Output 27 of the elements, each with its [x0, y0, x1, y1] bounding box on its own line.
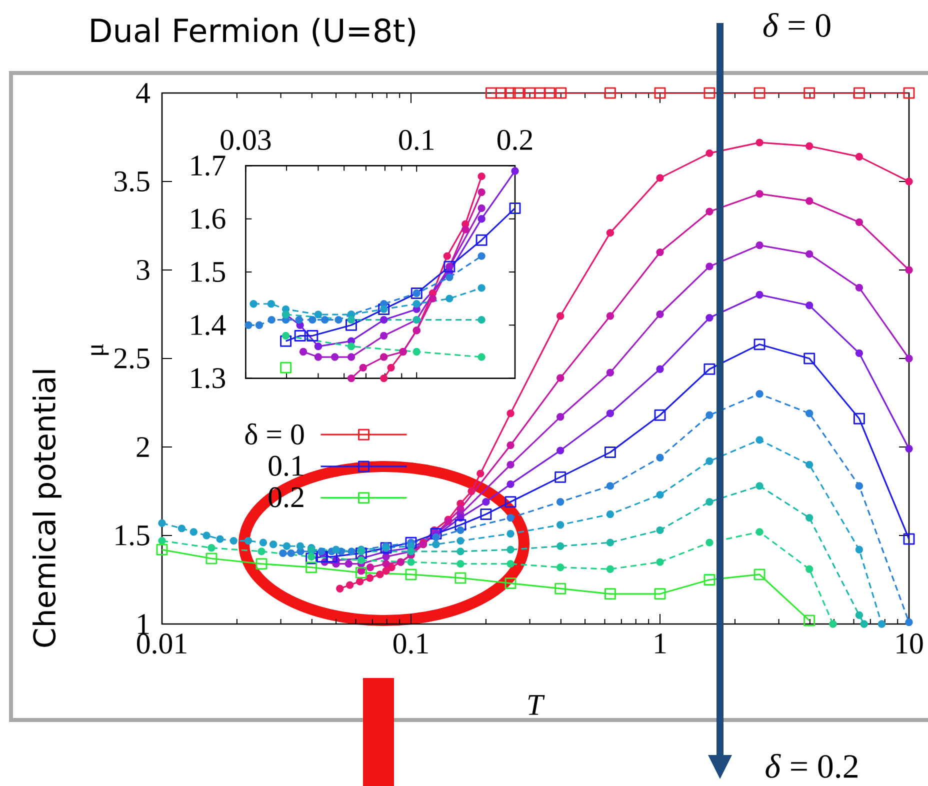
- chart-title: Dual Fermion (U=8t): [91, 18, 415, 46]
- y-tick-label: 3: [136, 260, 150, 280]
- y-tick-label: 2.5: [114, 348, 150, 369]
- y-axis-title: μ: [91, 344, 109, 355]
- x-tick-label: 1: [655, 634, 666, 654]
- y-tick-label: 1.4: [191, 315, 226, 336]
- x-tick-label: 0.1: [393, 634, 428, 654]
- x-tick-label: 0.2: [497, 130, 532, 150]
- text: Chemical potential: [32, 370, 62, 647]
- y-tick-label: 1: [138, 614, 149, 634]
- y-tick-label: 3.5: [114, 171, 150, 192]
- y-tick-label: 1.3: [191, 368, 226, 388]
- text: δ = 0.2: [766, 754, 858, 778]
- legend-label: δ = 0: [245, 423, 304, 445]
- x-tick-label: 0.1: [399, 130, 434, 150]
- x-tick-label: 10: [896, 634, 923, 654]
- x-tick-label: 0.03: [220, 130, 271, 150]
- y-tick-label: 2: [136, 437, 149, 457]
- y-tick-label: 4: [136, 83, 150, 103]
- y-tick-label: 1.6: [191, 208, 226, 229]
- legend-label: 0.1: [268, 456, 304, 476]
- y-tick-label: 1.7: [191, 156, 226, 176]
- x-tick-label: 0.01: [136, 634, 186, 654]
- y-tick-label: 1.5: [191, 262, 226, 282]
- text: δ = 0: [763, 12, 830, 37]
- y-tick-label: 1.5: [116, 525, 150, 546]
- x-axis-title: T: [528, 695, 545, 715]
